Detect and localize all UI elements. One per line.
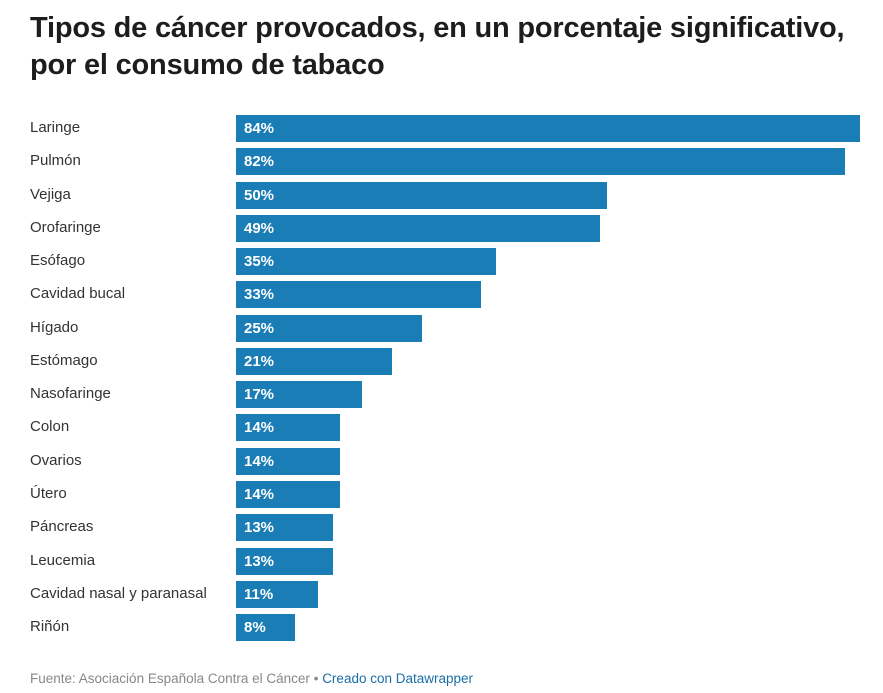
category-label: Cavidad bucal bbox=[30, 285, 126, 303]
category-label: Colon bbox=[30, 418, 70, 436]
bar bbox=[236, 347, 392, 375]
bar-value-label: 21% bbox=[244, 352, 275, 370]
category-label: Ovarios bbox=[30, 451, 82, 469]
bar-value-label: 25% bbox=[244, 319, 275, 337]
chart-footer: Fuente: Asociación Española Contra el Cá… bbox=[30, 670, 473, 687]
bar bbox=[236, 214, 600, 242]
bar bbox=[236, 447, 340, 475]
bar bbox=[236, 148, 846, 176]
bar-value-label: 33% bbox=[244, 286, 275, 304]
source-text: Fuente: Asociación Española Contra el Cá… bbox=[30, 671, 310, 686]
category-label: Hígado bbox=[30, 318, 79, 336]
datawrapper-credit-link[interactable]: Creado con Datawrapper bbox=[322, 671, 474, 686]
bar bbox=[236, 414, 340, 442]
category-label: Vejiga bbox=[30, 185, 71, 203]
category-label: Cavidad nasal y paranasal bbox=[30, 584, 207, 602]
bar-value-label: 35% bbox=[244, 253, 275, 271]
footer-separator: • bbox=[313, 671, 319, 686]
bar-value-label: 13% bbox=[244, 552, 275, 570]
bar bbox=[236, 314, 422, 342]
bar bbox=[236, 547, 333, 575]
bar-value-label: 49% bbox=[244, 219, 275, 237]
bar-value-label: 84% bbox=[244, 120, 275, 137]
bar bbox=[236, 281, 482, 309]
bar bbox=[236, 381, 363, 409]
category-label: Laringe bbox=[30, 119, 81, 136]
bar-value-label: 50% bbox=[244, 186, 275, 204]
category-label: Leucemia bbox=[30, 551, 96, 569]
bar bbox=[236, 248, 496, 276]
bar-value-label: 11% bbox=[244, 585, 274, 603]
bar-value-label: 14% bbox=[244, 452, 275, 470]
bar bbox=[236, 514, 333, 542]
chart-title: Tipos de cáncer provocados, en un porcen… bbox=[30, 12, 845, 81]
bar bbox=[236, 181, 608, 209]
bar-value-label: 14% bbox=[244, 485, 275, 503]
category-label: Nasofaringe bbox=[30, 385, 111, 403]
bar bbox=[236, 115, 860, 142]
bar-value-label: 82% bbox=[244, 153, 275, 171]
bar bbox=[236, 480, 340, 508]
bar-value-label: 17% bbox=[244, 386, 275, 404]
category-label: Páncreas bbox=[30, 518, 94, 536]
bar-value-label: 14% bbox=[244, 419, 275, 437]
category-label: Estómago bbox=[30, 351, 98, 369]
bar-value-label: 13% bbox=[244, 519, 275, 537]
category-label: Riñón bbox=[30, 618, 70, 636]
category-label: Esófago bbox=[30, 252, 86, 270]
category-label: Orofaringe bbox=[30, 218, 101, 236]
bar bbox=[236, 580, 318, 608]
bar bbox=[236, 614, 296, 642]
bar-value-label: 8% bbox=[244, 619, 266, 637]
category-label: Útero bbox=[30, 484, 67, 502]
category-label: Pulmón bbox=[30, 152, 81, 170]
